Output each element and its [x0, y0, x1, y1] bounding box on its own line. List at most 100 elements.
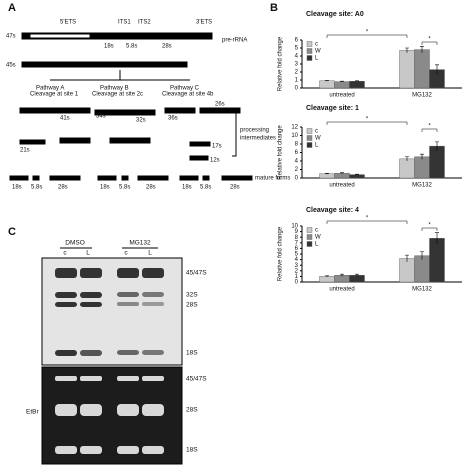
y-tick-label: 8 — [295, 142, 299, 148]
lane-label: L — [86, 250, 90, 257]
band — [55, 446, 77, 454]
band — [142, 302, 164, 306]
band — [117, 302, 139, 306]
bar — [349, 80, 365, 89]
band — [80, 446, 102, 454]
band-label: 18S — [186, 447, 198, 454]
label: 21s — [20, 148, 30, 154]
error-bar — [420, 153, 424, 160]
label: pre-rRNA — [222, 38, 247, 44]
significance-bracket — [326, 220, 408, 224]
y-axis-label: Relative fold change — [278, 125, 284, 180]
band-label: 28S — [186, 302, 198, 309]
label: 3'ETS — [196, 20, 212, 26]
label: 5.8s — [200, 185, 211, 191]
label: mature forms — [255, 176, 290, 182]
y-tick-label: 5 — [295, 252, 299, 258]
bar — [319, 173, 335, 179]
significance-bracket — [326, 121, 408, 125]
y-tick-label: 6 — [295, 246, 299, 252]
band — [142, 376, 164, 381]
bar — [121, 175, 129, 181]
error-bar — [355, 80, 359, 82]
bar — [399, 258, 415, 283]
label: 36s — [168, 116, 178, 122]
significance: * — [428, 37, 431, 43]
y-tick-label: 7 — [295, 240, 299, 246]
band — [142, 404, 164, 416]
label: 17s — [212, 144, 222, 150]
label: 5.8s — [126, 44, 137, 50]
label: Cleavage at site 1 — [30, 92, 79, 98]
y-tick-label: 10 — [291, 133, 298, 139]
bar — [94, 109, 156, 116]
y-tick-label: 4 — [295, 54, 299, 60]
lane-label: c — [63, 250, 67, 257]
significance-bracket — [421, 227, 438, 231]
y-tick-label: 6 — [295, 150, 299, 156]
band — [117, 446, 139, 454]
bar — [334, 173, 350, 179]
bar — [109, 137, 151, 144]
legend-label: L — [315, 242, 319, 248]
bar — [179, 175, 199, 181]
y-tick-label: 4 — [295, 159, 299, 165]
bar — [59, 137, 91, 144]
legend-label: W — [315, 136, 321, 142]
label: 28s — [162, 44, 172, 50]
error-bar — [355, 273, 359, 277]
legend-label: L — [315, 56, 319, 62]
bar — [319, 276, 335, 283]
label: 18s — [100, 185, 110, 191]
legend-swatch — [306, 234, 313, 240]
x-tick-label: MG132 — [412, 183, 432, 189]
band — [117, 292, 139, 297]
label: 28s — [230, 185, 240, 191]
label: 5.8s — [31, 185, 42, 191]
x-tick-label: MG132 — [412, 287, 432, 293]
band — [80, 404, 102, 416]
y-tick-label: 10 — [291, 224, 298, 230]
bar — [414, 156, 430, 179]
bar — [189, 155, 209, 161]
legend-swatch — [306, 241, 313, 247]
error-bar — [355, 173, 359, 176]
y-tick-label: 9 — [295, 229, 299, 235]
y-tick-label: 2 — [295, 70, 299, 76]
y-tick-label: 12 — [291, 125, 298, 131]
blot-bands — [55, 268, 164, 356]
x-tick-label: untreated — [329, 93, 354, 99]
error-bar — [405, 47, 409, 53]
y-tick-label: 0 — [295, 176, 299, 182]
label: 32s — [136, 118, 146, 124]
error-bar — [325, 173, 329, 175]
lane-label: c — [124, 250, 128, 257]
significance: * — [366, 216, 369, 222]
bar — [399, 158, 415, 179]
bracket — [232, 111, 237, 157]
bar — [97, 175, 117, 181]
y-axis-label: Relative fold change — [278, 36, 284, 91]
lane-label: L — [148, 250, 152, 257]
legend-swatch — [306, 55, 313, 61]
label: 45s — [6, 63, 16, 69]
diagram-labels: 47s 5'ETS ITS1 ITS2 3'ETS pre-rRNA 18s 5… — [6, 20, 290, 191]
band — [117, 268, 139, 278]
y-tick-label: 2 — [295, 268, 299, 274]
chart-title: Cleavage site: 4 — [306, 207, 359, 214]
gel: DMSO MG132 c L c L 45/47S 32S 28S 18S Et… — [26, 240, 207, 465]
bar — [49, 175, 81, 181]
band — [80, 292, 102, 298]
label: 28s — [146, 185, 156, 191]
bar — [199, 107, 241, 114]
band — [80, 350, 102, 356]
legend-swatch — [306, 142, 313, 148]
error-bar — [325, 80, 329, 82]
x-tick-label: MG132 — [412, 93, 432, 99]
ets — [29, 33, 91, 39]
stain-label: EtBr — [26, 409, 39, 416]
band-label: 18S — [186, 350, 198, 357]
y-tick-label: 3 — [295, 263, 299, 269]
band — [55, 376, 77, 381]
